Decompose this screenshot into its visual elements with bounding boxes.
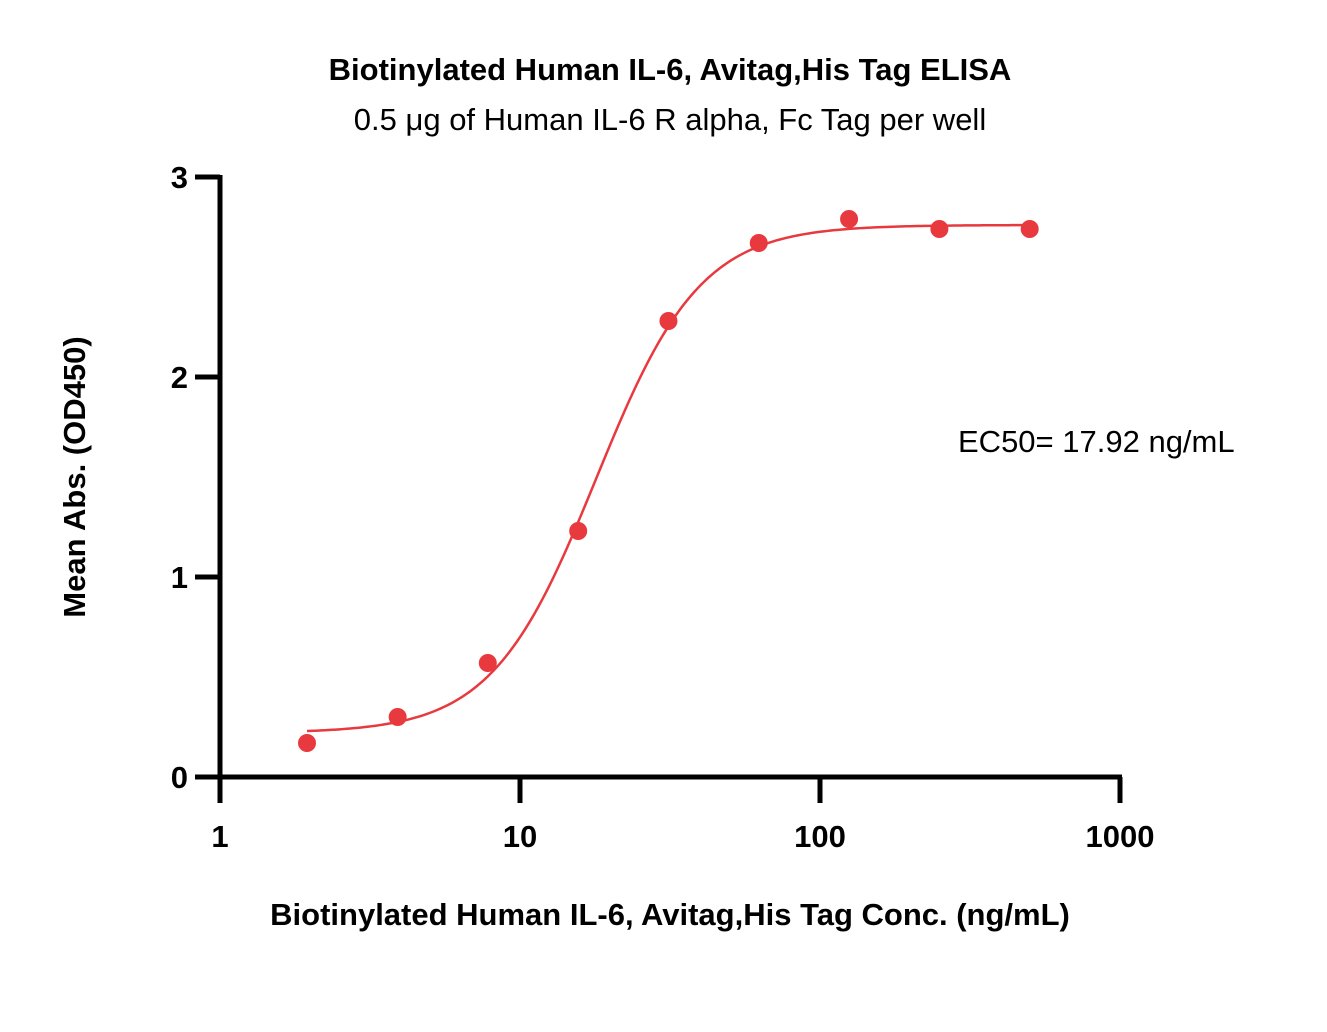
x-tick-label: 100 [794, 819, 846, 854]
ec50-annotation: EC50= 17.92 ng/mL [958, 424, 1235, 459]
data-point [749, 234, 768, 252]
x-tick-label: 10 [503, 819, 537, 854]
data-point [1020, 220, 1039, 238]
data-point [298, 734, 317, 752]
data-point [388, 708, 407, 726]
x-tick-label: 1 [211, 819, 228, 854]
axis-ticks [195, 174, 1123, 803]
data-point [930, 220, 949, 238]
y-tick-label: 1 [171, 560, 188, 595]
data-point [840, 210, 859, 228]
y-tick-label: 2 [171, 360, 188, 395]
chart-subtitle: 0.5 μg of Human IL-6 R alpha, Fc Tag per… [354, 102, 986, 137]
data-point [569, 522, 588, 540]
data-point [659, 312, 678, 330]
fit-curve [306, 223, 1030, 733]
x-axis-label: Biotinylated Human IL-6, Avitag,His Tag … [270, 897, 1070, 932]
x-tick-label: 1000 [1086, 819, 1155, 854]
data-points [298, 210, 1039, 752]
y-tick-label: 0 [171, 760, 188, 795]
data-point [478, 654, 497, 672]
chart-title: Biotinylated Human IL-6, Avitag,His Tag … [329, 52, 1012, 87]
y-axis-label: Mean Abs. (OD450) [57, 336, 92, 617]
y-tick-label: 3 [171, 160, 188, 195]
